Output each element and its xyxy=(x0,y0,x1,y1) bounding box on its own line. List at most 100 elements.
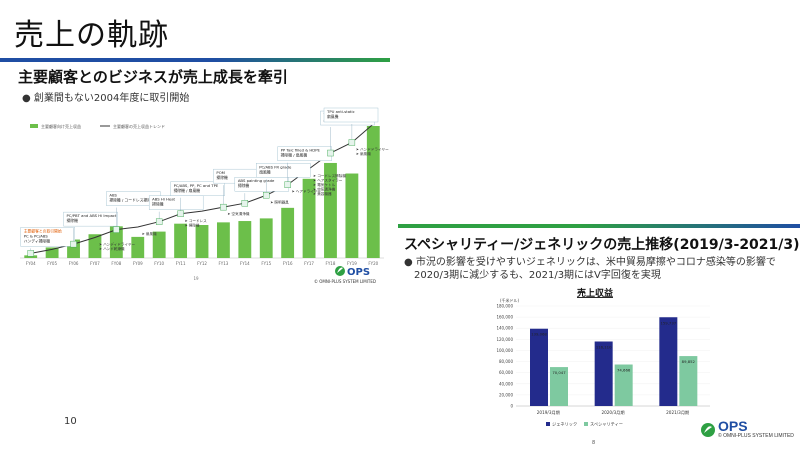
x-tick-FY13: FY13 xyxy=(218,261,228,266)
bar-スペシャリティー-2 xyxy=(679,356,698,406)
note-FY16: ➤ ヘアドライヤー xyxy=(292,189,322,194)
bar-FY05 xyxy=(45,247,59,258)
x-tick-label: 2019/3月期 xyxy=(537,410,560,416)
callout-text: 掃除機 / 扇風機 xyxy=(174,188,201,193)
y-tick-label: 20,000 xyxy=(499,392,513,397)
callout-text: 掃除機 xyxy=(216,175,228,180)
callout-text: 掃除機 xyxy=(152,202,164,207)
y-tick-label: 140,000 xyxy=(496,326,513,331)
legend-label-trend: 主要顧客の売上収益トレンド xyxy=(113,123,165,129)
note-text: ➤ ハンド乾燥機 xyxy=(99,246,125,251)
x-tick-FY12: FY12 xyxy=(197,261,207,266)
note-FY07: ➤ ハンディドライヤー➤ ハンド乾燥機 xyxy=(99,242,136,252)
note-text: ➤ 照明器具 xyxy=(270,199,289,204)
note-text: ➤ ヘアドライヤー xyxy=(292,189,322,194)
bar-ジェネリック-1 xyxy=(594,341,613,406)
right-divider xyxy=(398,224,800,228)
callout-text: PC & PC/ABS xyxy=(24,233,49,238)
note-FY17: ➤ コードレス掃除機➤ ヘアスタイラー➤ 電気ケトル➤ 空気清浄機➤ 美容機器 xyxy=(313,173,346,196)
legend-swatch-bars xyxy=(30,124,38,128)
right-logo-company: © OMNI-PLUS SYSTEM LIMITED xyxy=(718,433,794,439)
note-text: ➤ ハンディドライヤー xyxy=(99,242,136,247)
callout-text: 扇風機 xyxy=(327,114,339,119)
bar-FY07 xyxy=(88,234,102,258)
ops-leaf-icon xyxy=(335,266,345,276)
x-tick-FY18: FY18 xyxy=(326,261,336,266)
bar-value-label: 139,068 xyxy=(531,332,547,337)
note-text: ➤ 扇風機 xyxy=(142,231,157,236)
bar-スペシャリティー-0 xyxy=(550,367,568,406)
legend-label: スペシャリティー xyxy=(590,422,623,428)
y-tick-label: 0 xyxy=(510,404,513,409)
note-FY09: ➤ 扇風機 xyxy=(142,231,157,236)
x-tick-FY16: FY16 xyxy=(283,261,293,266)
legend-swatch xyxy=(584,422,588,426)
x-tick-FY07: FY07 xyxy=(90,261,100,266)
callout-text: PP Talc filled & HDPE xyxy=(281,148,321,153)
left-logo: OPS© OMNI-PLUS SYSTEM LIMITED xyxy=(314,266,376,284)
callout-text: 扇風機 xyxy=(259,169,271,174)
y-tick-label: 40,000 xyxy=(499,381,513,386)
callout-text: PC/ABS FR grade xyxy=(259,164,292,169)
bar-ジェネリック-2 xyxy=(659,317,678,406)
x-tick-label: 2020/3月期 xyxy=(601,410,624,416)
x-tick-FY04: FY04 xyxy=(26,261,36,266)
bar-FY10 xyxy=(152,231,166,258)
right-bullet-line1: 市況の影響を受けやすいジェネリックは、米中貿易摩擦やコロナ感染等の影響で xyxy=(415,257,776,268)
callout-text: 掃除機 xyxy=(238,183,250,188)
callout-text: POM xyxy=(216,170,225,175)
note-text: ➤ コードレス掃除機 xyxy=(313,173,346,178)
trend-line xyxy=(30,123,374,254)
left-logo-name: OPS xyxy=(347,267,370,278)
callout-text: PC/PBT and ABS Hi Impact xyxy=(67,213,118,218)
left-heading: 主要顧客とのビジネスが売上成長を牽引 xyxy=(18,68,288,86)
note-text: ➤ 空気清浄機 xyxy=(313,186,336,191)
x-tick-label: 2021/3月期 xyxy=(666,410,689,416)
note-text: ➤ 扇風機 xyxy=(356,151,371,156)
page-number: 10 xyxy=(64,416,77,427)
bar-FY14 xyxy=(238,221,252,258)
callout-text: 掃除機 xyxy=(67,218,79,223)
bar-スペシャリティー-1 xyxy=(614,364,633,406)
right-bullet-line2: 2020/3期に減少するも、2021/3期にはV字回復を実現 xyxy=(414,270,661,281)
bar-FY19 xyxy=(345,173,359,258)
x-tick-FY08: FY08 xyxy=(111,261,121,266)
y-tick-label: 160,000 xyxy=(496,315,513,320)
bar-ジェネリック-0 xyxy=(530,328,548,406)
left-bullet: ● 創業間もない2004年度に取引開始 xyxy=(22,93,190,104)
note-text: ➤ ヘアスタイラー xyxy=(313,177,343,182)
legend-label: ジェネリック xyxy=(552,422,577,428)
callout-text: ハンディ掃除機 xyxy=(24,238,51,243)
slide-title: 売上の軌跡 xyxy=(14,18,169,53)
x-tick-FY09: FY09 xyxy=(133,261,143,266)
y-tick-label: 80,000 xyxy=(499,359,513,364)
note-text: ➤ ハンドドライヤー xyxy=(356,146,389,151)
x-tick-FY11: FY11 xyxy=(176,261,186,266)
right-bullet: ● 市況の影響を受けやすいジェネリックは、米中貿易摩擦やコロナ感染等の影響で 2… xyxy=(404,257,776,281)
note-FY13: ➤ 空気清浄機 xyxy=(227,211,250,216)
note-text: ➤ 掃除機 xyxy=(185,222,200,227)
bar-value-label: 116,110 xyxy=(596,344,612,349)
x-tick-FY20: FY20 xyxy=(368,261,378,266)
note-FY11: ➤ コードレス➤ 掃除機 xyxy=(185,218,208,228)
note-text: ➤ コードレス xyxy=(185,218,208,223)
note-text: ➤ 電気ケトル xyxy=(313,182,336,187)
y-tick-label: 60,000 xyxy=(499,370,513,375)
x-tick-FY17: FY17 xyxy=(304,261,314,266)
bar-FY12 xyxy=(195,225,209,258)
bar-FY15 xyxy=(259,218,273,258)
x-tick-FY15: FY15 xyxy=(261,261,271,266)
legend-swatch xyxy=(546,422,550,426)
x-tick-FY06: FY06 xyxy=(69,261,79,266)
callout-text: ABS painting grade xyxy=(238,178,275,183)
specialty-generic-chart: 売上収益 (千米ドル) 0 20,000 40,000 60,000 80,000 100,0… xyxy=(496,287,710,428)
left-logo-company: © OMNI-PLUS SYSTEM LIMITED xyxy=(314,279,376,284)
sales-history-chart: 主要顧客向け売上収益 主要顧客の売上収益トレンド FY04 FY05 FY06 FY07 F… xyxy=(20,107,389,284)
x-tick-FY14: FY14 xyxy=(240,261,250,266)
bar-FY20 xyxy=(366,126,380,258)
bar-FY18 xyxy=(324,162,337,258)
